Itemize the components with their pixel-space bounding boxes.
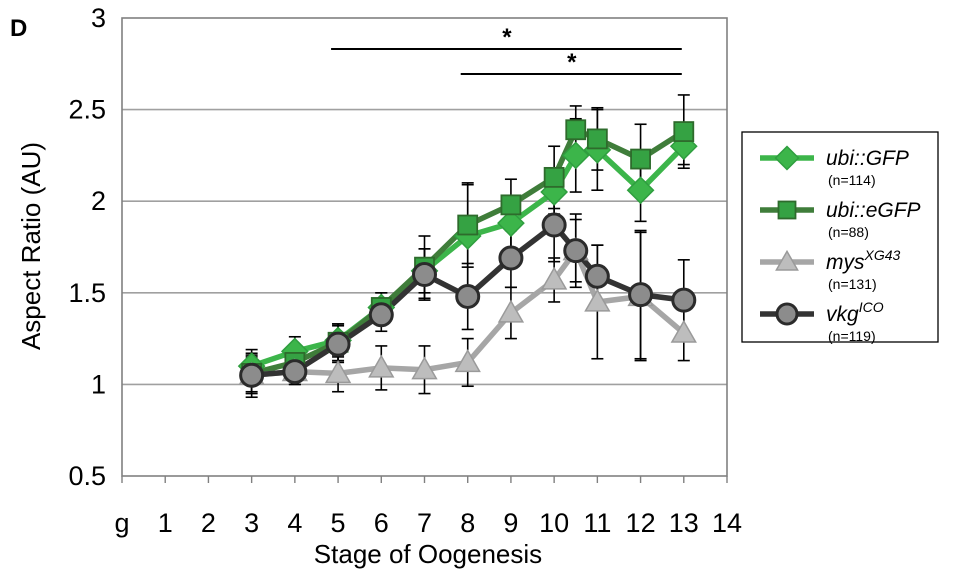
legend-n-mys: (n=131) — [828, 276, 877, 292]
x-tick-label: 11 — [583, 508, 611, 538]
x-tick-label: 7 — [417, 508, 432, 538]
y-tick-label: 0.5 — [68, 461, 106, 491]
data-point-ubi-egfp — [673, 121, 695, 142]
significance-star: * — [502, 24, 512, 51]
legend-swatch-marker-mys — [775, 249, 799, 271]
data-point-mys — [411, 356, 438, 380]
data-point-vkg — [455, 283, 481, 309]
axes: 0.511.522.53g 1 2 3 4 5 6 7 8 9 10 11 12 13 14 — [68, 3, 742, 538]
legend-swatch-marker-ubi-egfp — [777, 200, 797, 220]
data-point-ubi-egfp — [565, 119, 587, 141]
y-tick-label: 2.5 — [68, 95, 106, 125]
panel-label: D — [10, 15, 27, 42]
x-tick-label: 5 — [331, 508, 346, 538]
data-point-mys — [324, 360, 352, 384]
legend-box — [741, 131, 939, 343]
x-tick-label: g — [114, 508, 129, 538]
data-point-ubi-gfp — [626, 176, 655, 205]
data-point-ubi-egfp — [543, 166, 565, 188]
data-point-vkg — [541, 212, 567, 238]
data-point-mys — [368, 354, 395, 378]
legend-label-ubi-gfp: ubi::GFP — [826, 147, 909, 170]
x-tick-label: 1 — [158, 508, 173, 538]
y-tick-label: 3 — [91, 3, 106, 33]
legend-swatch-marker-vkg — [775, 302, 799, 326]
legend-n-ubi-egfp: (n=88) — [828, 224, 869, 240]
data-point-mys — [670, 319, 697, 343]
data-point-vkg — [498, 245, 524, 271]
data-point-ubi-egfp — [457, 214, 479, 236]
data-point-ubi-gfp — [561, 141, 590, 170]
data-point-mys — [454, 349, 481, 373]
y-axis-title: Aspect Ratio (AU) — [16, 142, 46, 350]
data-point-ubi-gfp — [497, 209, 525, 238]
data-point-ubi-egfp — [630, 148, 651, 170]
data-point-mys — [497, 299, 525, 323]
x-tick-label: 13 — [669, 508, 699, 538]
x-axis-title: Stage of Oogenesis — [314, 539, 542, 569]
data-point-vkg — [412, 261, 437, 287]
y-tick-label: 1 — [91, 369, 106, 399]
data-point-mys — [540, 266, 568, 290]
significance-star: * — [567, 49, 577, 76]
data-point-vkg — [628, 282, 654, 308]
legend: ubi::GFP(n=114)ubi::eGFP(n=88)mysXG43(n=… — [741, 131, 939, 344]
x-tick-label: 9 — [503, 508, 518, 538]
data-point-vkg — [563, 238, 589, 264]
x-tick-label: 6 — [374, 508, 389, 538]
x-tick-label: 3 — [244, 508, 259, 538]
data-point-vkg — [239, 362, 265, 388]
y-tick-label: 1.5 — [68, 278, 106, 308]
data-point-ubi-egfp — [586, 128, 608, 150]
significance-bars: ** — [331, 24, 682, 76]
data-point-vkg — [584, 263, 610, 289]
y-tick-label: 2 — [91, 186, 106, 216]
legend-label-mys: mysXG43 — [826, 247, 901, 274]
x-tick-label: 12 — [626, 508, 656, 538]
x-tick-label: 10 — [539, 508, 569, 538]
legend-label-ubi-egfp: ubi::eGFP — [826, 199, 921, 222]
legend-n-ubi-gfp: (n=114) — [828, 172, 876, 188]
legend-label-vkg: vkgICO — [826, 299, 884, 326]
data-point-vkg — [671, 287, 697, 313]
data-point-vkg — [368, 302, 394, 328]
data-point-mys — [584, 288, 611, 312]
data-markers — [237, 119, 698, 388]
x-tick-label: 2 — [201, 508, 216, 538]
x-tick-label: 14 — [712, 508, 742, 538]
data-point-ubi-egfp — [500, 194, 522, 216]
legend-swatch-marker-ubi-gfp — [774, 145, 800, 171]
data-point-vkg — [325, 331, 351, 357]
x-tick-label: 4 — [287, 508, 302, 538]
x-tick-label: 8 — [460, 508, 475, 538]
legend-n-vkg: (n=119) — [828, 328, 876, 344]
data-point-vkg — [282, 359, 308, 385]
